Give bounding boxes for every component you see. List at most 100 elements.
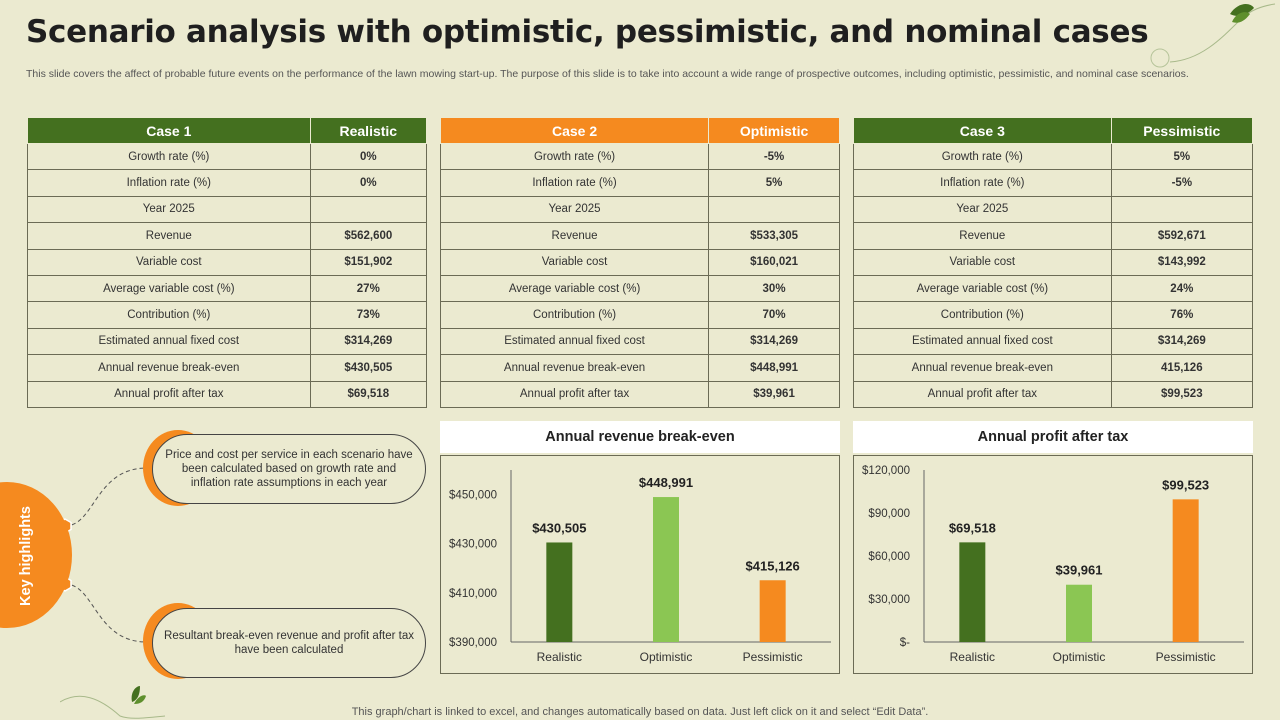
case-3-body: Growth rate (%) 5% Inflation rate (%) -5% Ye… — [853, 142, 1254, 408]
y-tick-label: $390,000 — [449, 637, 497, 649]
case-2-header: Case 2 — [439, 117, 710, 144]
row-value: 24% — [1110, 274, 1254, 303]
table-row: Estimated annual fixed cost $314,269 — [853, 327, 1254, 356]
y-tick-label: $410,000 — [449, 588, 497, 600]
table-row: Inflation rate (%) 0% — [27, 169, 428, 197]
data-label: $99,523 — [1162, 477, 1209, 492]
table-row: Average variable cost (%) 30% — [439, 274, 840, 303]
bar-optimistic — [1066, 584, 1092, 642]
row-value: $562,600 — [309, 222, 428, 250]
row-label: Annual revenue break-even — [853, 354, 1112, 382]
case-3-header: Case 3 — [853, 117, 1112, 144]
profit-chart-title: Annual profit after tax — [853, 421, 1253, 453]
x-tick-label: Pessimistic — [1156, 650, 1216, 664]
table-row: Year 2025 — [853, 195, 1254, 224]
table-row: Growth rate (%) 0% — [27, 142, 428, 171]
row-value: $314,269 — [1110, 327, 1254, 356]
data-label: $39,961 — [1056, 563, 1103, 578]
table-row: Inflation rate (%) 5% — [439, 169, 840, 197]
table-row: Revenue $562,600 — [27, 222, 428, 250]
breakeven-chart-title: Annual revenue break-even — [440, 421, 840, 453]
row-value: $69,518 — [309, 380, 428, 408]
highlight-1: Price and cost per service in each scena… — [152, 434, 426, 504]
row-label: Inflation rate (%) — [27, 169, 311, 197]
table-row: Year 2025 — [27, 195, 428, 224]
profit-chart-box: $- $30,000 $60,000 $90,000 $120,000 $69,518 Re… — [853, 455, 1253, 674]
y-tick-label: $- — [900, 637, 910, 649]
row-label: Growth rate (%) — [27, 142, 311, 171]
row-value: 0% — [309, 142, 428, 171]
case-3-name: Pessimistic — [1110, 117, 1254, 144]
case-1-header: Case 1 — [27, 117, 311, 144]
row-label: Estimated annual fixed cost — [853, 327, 1112, 356]
row-label: Annual revenue break-even — [439, 354, 710, 382]
row-value: $151,902 — [309, 248, 428, 276]
page-subtitle: This slide covers the affect of probable… — [26, 68, 1189, 80]
row-label: Inflation rate (%) — [439, 169, 710, 197]
row-value — [1110, 195, 1254, 224]
table-row: Contribution (%) 73% — [27, 301, 428, 329]
table-row: Growth rate (%) 5% — [853, 142, 1254, 171]
row-value: $533,305 — [708, 222, 840, 250]
table-row: Revenue $592,671 — [853, 222, 1254, 250]
key-highlights-label: Key highlights — [18, 506, 34, 606]
y-tick-label: $30,000 — [868, 594, 910, 606]
row-label: Variable cost — [27, 248, 311, 276]
table-row: Annual profit after tax $99,523 — [853, 380, 1254, 408]
table-row: Variable cost $151,902 — [27, 248, 428, 276]
y-tick-label: $90,000 — [868, 508, 910, 520]
x-tick-label: Pessimistic — [743, 650, 803, 664]
data-label: $69,518 — [949, 520, 996, 535]
table-row: Average variable cost (%) 24% — [853, 274, 1254, 303]
row-label: Growth rate (%) — [439, 142, 710, 171]
row-label: Annual revenue break-even — [27, 354, 311, 382]
row-value: $448,991 — [708, 354, 840, 382]
row-value: 0% — [309, 169, 428, 197]
row-value: -5% — [708, 142, 840, 171]
row-label: Inflation rate (%) — [853, 169, 1112, 197]
x-tick-label: Optimistic — [1053, 650, 1106, 664]
row-label: Year 2025 — [27, 195, 311, 224]
bar-pessimistic — [759, 580, 786, 642]
row-label: Annual profit after tax — [439, 380, 710, 408]
row-label: Contribution (%) — [439, 301, 710, 329]
row-value: 5% — [708, 169, 840, 197]
case-1-table: Case 1 Realistic Growth rate (%) 0% Inflat… — [27, 117, 428, 408]
row-label: Variable cost — [853, 248, 1112, 276]
row-value — [309, 195, 428, 224]
row-value: $99,523 — [1110, 380, 1254, 408]
y-tick-label: $430,000 — [449, 539, 497, 551]
row-value: 415,126 — [1110, 354, 1254, 382]
row-label: Year 2025 — [439, 195, 710, 224]
row-value — [708, 195, 840, 224]
case-1-body: Growth rate (%) 0% Inflation rate (%) 0% Yea… — [27, 142, 428, 408]
table-row: Annual revenue break-even $448,991 — [439, 354, 840, 382]
leaf-decoration-icon — [1150, 3, 1276, 68]
profit-chart: $- $30,000 $60,000 $90,000 $120,000 $69,518 Re… — [862, 465, 1244, 664]
row-label: Variable cost — [439, 248, 710, 276]
row-label: Revenue — [27, 222, 311, 250]
row-label: Annual profit after tax — [853, 380, 1112, 408]
table-row: Estimated annual fixed cost $314,269 — [27, 327, 428, 356]
bar-realistic — [546, 542, 573, 642]
y-tick-label: $120,000 — [862, 465, 910, 477]
row-value: $314,269 — [309, 327, 428, 356]
row-value: $314,269 — [708, 327, 840, 356]
breakeven-chart-panel: Annual revenue break-even $390,000 $410,0… — [440, 421, 840, 674]
row-value: $39,961 — [708, 380, 840, 408]
table-row: Annual profit after tax $69,518 — [27, 380, 428, 408]
x-tick-label: Realistic — [537, 650, 582, 664]
highlight-2: Resultant break-even revenue and profit … — [152, 608, 426, 678]
row-label: Estimated annual fixed cost — [27, 327, 311, 356]
case-2-name: Optimistic — [708, 117, 840, 144]
row-label: Estimated annual fixed cost — [439, 327, 710, 356]
row-value: -5% — [1110, 169, 1254, 197]
table-row: Average variable cost (%) 27% — [27, 274, 428, 303]
row-value: $160,021 — [708, 248, 840, 276]
row-label: Annual profit after tax — [27, 380, 311, 408]
x-tick-label: Realistic — [950, 650, 995, 664]
row-label: Average variable cost (%) — [439, 274, 710, 303]
row-label: Growth rate (%) — [853, 142, 1112, 171]
row-value: 76% — [1110, 301, 1254, 329]
table-row: Annual profit after tax $39,961 — [439, 380, 840, 408]
